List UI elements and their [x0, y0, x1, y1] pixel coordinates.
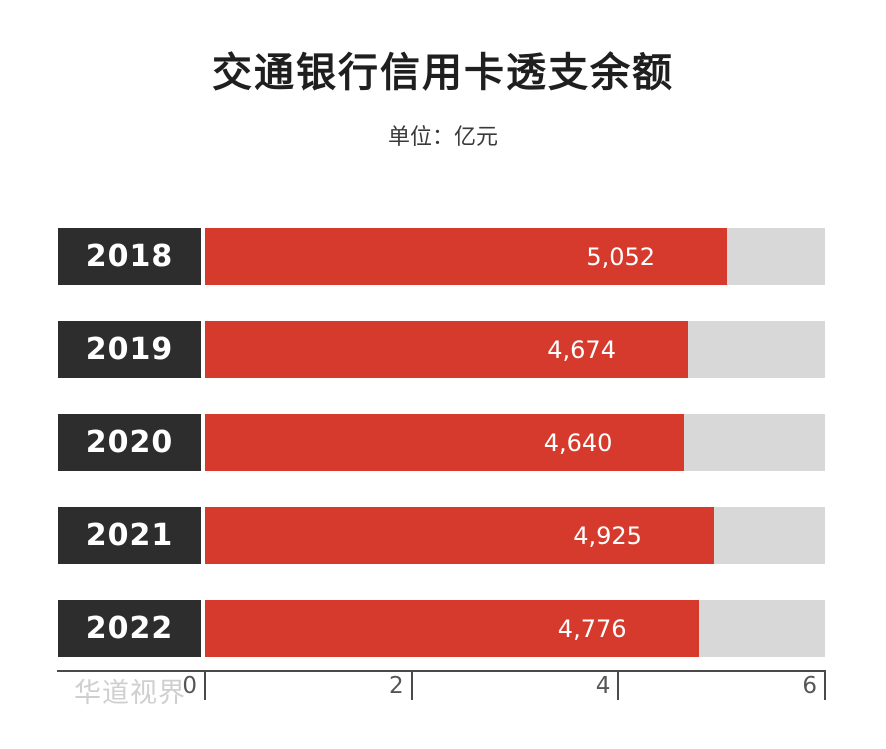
bar: 5,052	[205, 228, 728, 285]
bar-value-label: 5,052	[586, 242, 656, 271]
axis-tick-label: 6	[802, 673, 817, 699]
bar: 4,674	[205, 321, 688, 378]
axis-tick-label: 4	[595, 673, 611, 699]
bar-rows: 2018 5,052 2019 4,674 2020 4,640 2021 4,925 2022…	[58, 228, 825, 693]
axis-tick-label: 2	[389, 673, 404, 699]
unit-label: 单位：亿元	[387, 125, 498, 150]
bar-row: 2018 5,052	[58, 228, 825, 285]
bar-row: 2020 4,640	[58, 414, 825, 471]
bar-track: 4,674	[205, 321, 825, 378]
year-label: 2022	[58, 600, 201, 657]
bar-track: 4,776	[205, 600, 825, 657]
bar-row: 2022 4,776	[58, 600, 825, 657]
axis-tick	[617, 672, 620, 700]
bar-row: 2021 4,925	[58, 507, 825, 564]
bar-value-label: 4,674	[547, 335, 616, 364]
bar: 4,925	[205, 507, 714, 564]
axis-tick	[410, 672, 413, 700]
year-label: 2020	[58, 414, 201, 471]
axis-tick	[824, 672, 826, 700]
axis-tick-label: 0	[182, 673, 197, 699]
bar: 4,640	[205, 414, 685, 471]
bar-value-label: 4,640	[543, 428, 613, 457]
x-axis: 0 2 4 6	[57, 670, 826, 702]
bar-value-label: 4,925	[573, 521, 642, 550]
bar-row: 2019 4,674	[58, 321, 825, 378]
page-title: 交通银行信用卡透支余额	[212, 50, 674, 96]
bar-track: 4,925	[205, 507, 825, 564]
year-label: 2019	[58, 321, 201, 378]
year-label: 2021	[58, 507, 201, 564]
axis-tick	[204, 672, 206, 700]
bar-track: 4,640	[205, 414, 825, 471]
bar: 4,776	[205, 600, 699, 657]
year-label: 2018	[58, 228, 201, 285]
watermark: 华道视界	[74, 678, 186, 709]
bar-value-label: 4,776	[557, 614, 627, 643]
bar-track: 5,052	[205, 228, 825, 285]
